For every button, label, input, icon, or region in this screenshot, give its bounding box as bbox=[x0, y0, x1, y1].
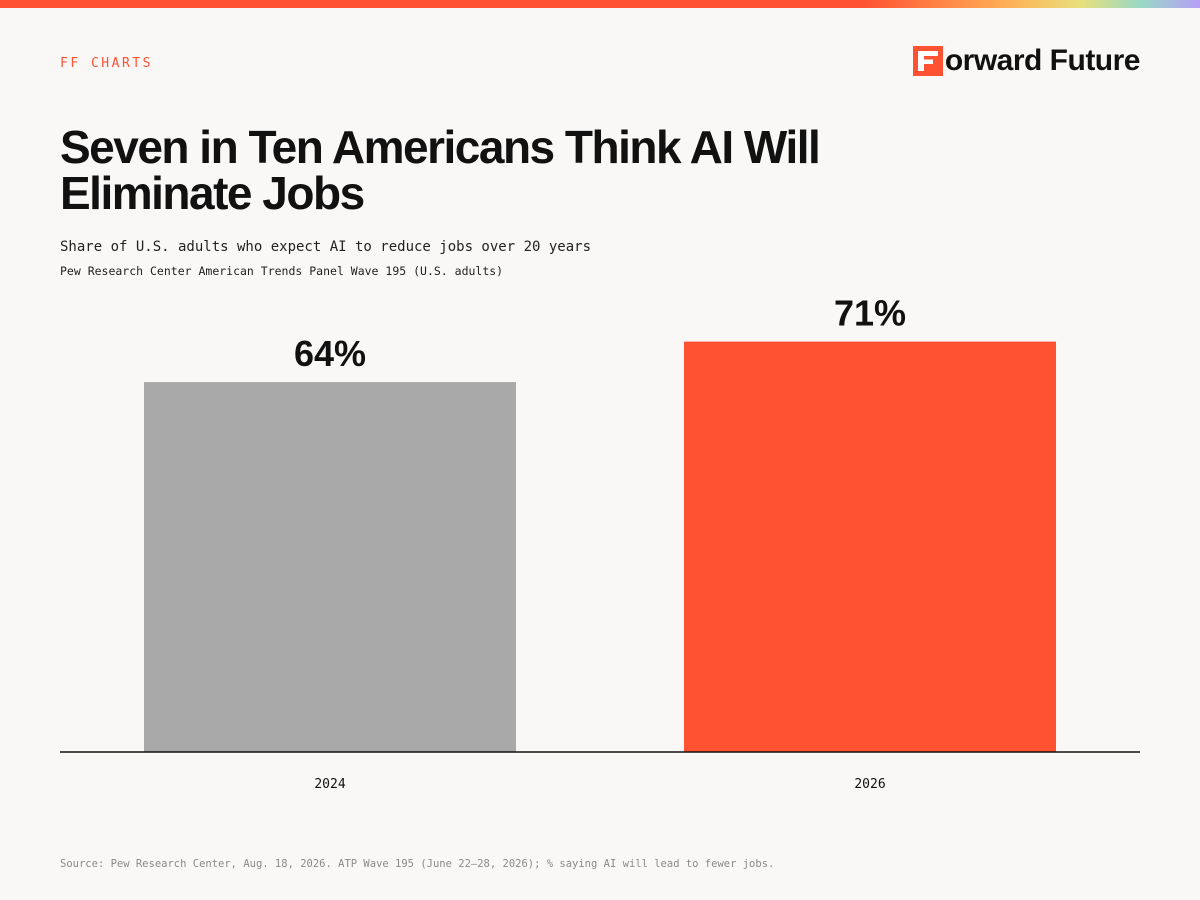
x-tick-label-2026: 2026 bbox=[854, 777, 885, 792]
x-tick-label-2024: 2024 bbox=[314, 777, 345, 792]
logo-text: orward Future bbox=[944, 44, 1141, 77]
chart-title: Seven in Ten Americans Think AI Will Eli… bbox=[60, 121, 821, 219]
bar-chart: 64% 2024 71% 2026 bbox=[60, 293, 1140, 792]
source-footnote: Source: Pew Research Center, Aug. 18, 20… bbox=[60, 858, 775, 870]
top-gradient-bar bbox=[0, 0, 1200, 8]
bar-2026 bbox=[684, 341, 1056, 752]
chart-subtitle: Share of U.S. adults who expect AI to re… bbox=[60, 239, 592, 255]
chart-source-line: Pew Research Center American Trends Pane… bbox=[60, 264, 504, 278]
value-label-2026: 71% bbox=[834, 293, 906, 334]
forward-future-logo: orward Future bbox=[912, 44, 1141, 77]
forward-future-logo-icon bbox=[912, 46, 943, 76]
brand-tag: FF CHARTS bbox=[60, 56, 153, 71]
bar-2024 bbox=[144, 382, 516, 752]
value-label-2024: 64% bbox=[294, 333, 366, 374]
